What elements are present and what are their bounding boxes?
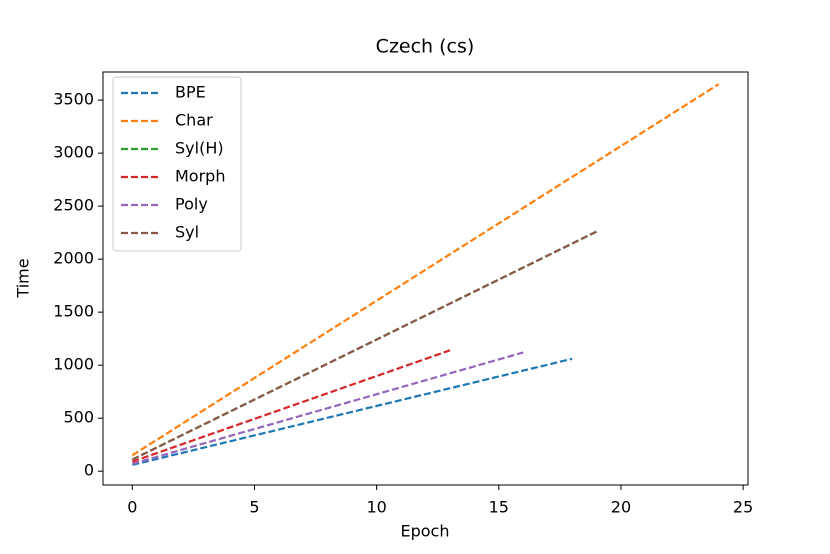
x-tick-label: 5 [249, 498, 259, 517]
y-tick-label: 0 [84, 461, 94, 480]
x-axis-label: Epoch [401, 522, 450, 541]
legend-label: Poly [175, 195, 208, 214]
y-tick-label: 2500 [53, 196, 94, 215]
legend-label: BPE [175, 83, 206, 102]
y-axis-label: Time [14, 258, 33, 298]
y-tick-label: 3500 [53, 90, 94, 109]
y-tick-label: 2000 [53, 249, 94, 268]
x-tick-label: 0 [127, 498, 137, 517]
data-line [132, 351, 524, 465]
data-line [131, 83, 720, 457]
legend-label: Syl [175, 223, 199, 242]
x-tick-label: 10 [366, 498, 386, 517]
x-tick-label: 15 [489, 498, 509, 517]
legend-label: Syl(H) [175, 139, 224, 158]
data-line [131, 349, 451, 463]
x-tick-label: 25 [733, 498, 753, 517]
data-line [131, 230, 598, 461]
y-tick-label: 1000 [53, 355, 94, 374]
chart-title: Czech (cs) [376, 36, 475, 58]
legend-label: Morph [175, 167, 225, 186]
plot-frame [102, 71, 749, 486]
data-line [132, 357, 573, 466]
y-tick-label: 3000 [53, 143, 94, 162]
data-line [131, 230, 598, 461]
x-tick-label: 20 [611, 498, 631, 517]
legend-label: Char [175, 111, 213, 130]
y-tick-label: 1500 [53, 302, 94, 321]
y-tick-label: 500 [63, 408, 94, 427]
